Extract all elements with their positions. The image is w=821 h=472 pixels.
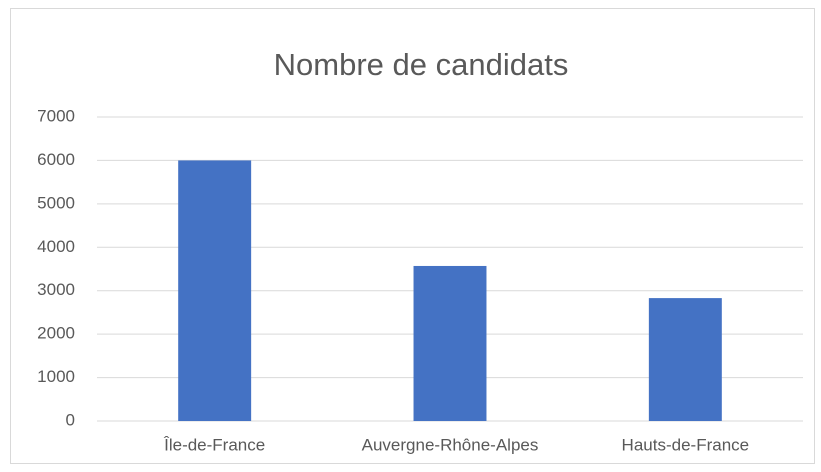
y-tick-label: 7000 bbox=[37, 106, 75, 125]
chart-title: Nombre de candidats bbox=[274, 47, 569, 82]
y-tick-label: 2000 bbox=[37, 324, 75, 343]
y-tick-label: 3000 bbox=[37, 280, 75, 299]
x-tick-label: Auvergne-Rhône-Alpes bbox=[362, 435, 539, 454]
y-tick-label: 0 bbox=[66, 410, 75, 429]
x-tick-label: Hauts-de-France bbox=[622, 435, 750, 454]
bar bbox=[178, 160, 252, 421]
y-tick-label: 4000 bbox=[37, 237, 75, 256]
y-tick-label: 6000 bbox=[37, 150, 75, 169]
bar bbox=[413, 265, 487, 421]
y-tick-label: 1000 bbox=[37, 367, 75, 386]
y-tick-label: 5000 bbox=[37, 193, 75, 212]
x-tick-label: Île-de-France bbox=[163, 435, 265, 454]
bar bbox=[648, 298, 722, 421]
